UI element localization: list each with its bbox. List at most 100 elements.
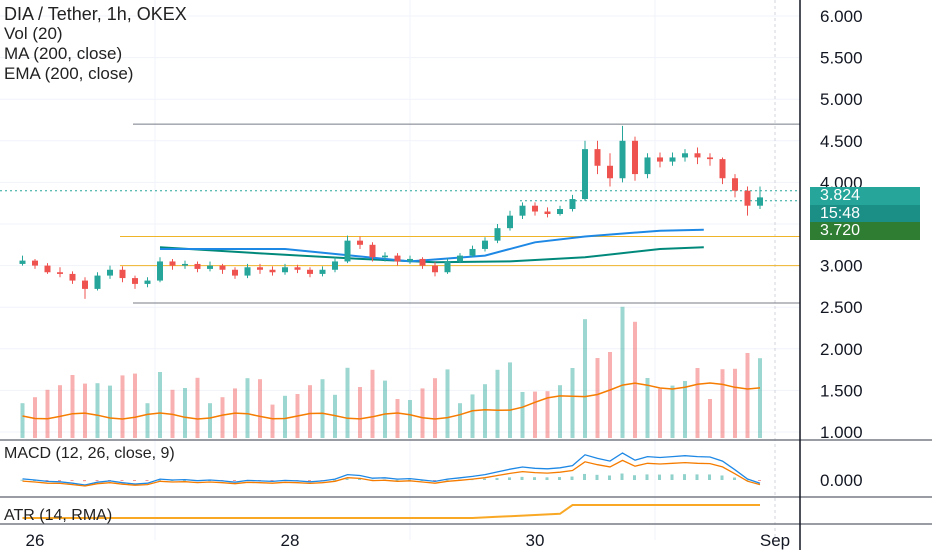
candle-body xyxy=(269,269,276,273)
candle-body xyxy=(732,178,738,191)
candle xyxy=(544,207,551,218)
candle-body xyxy=(207,265,213,269)
time-tick-label: 26 xyxy=(26,531,45,550)
candle xyxy=(344,235,351,264)
volume-bar xyxy=(45,389,50,438)
ema-indicator-label[interactable]: EMA (200, close) xyxy=(4,64,134,83)
candle xyxy=(182,260,188,269)
volume-bar xyxy=(695,368,700,438)
candle-body xyxy=(132,278,138,284)
macd-histogram-bar xyxy=(758,480,761,481)
macd-histogram-bar xyxy=(720,475,724,480)
price-tick-label: 5.500 xyxy=(820,49,863,68)
candle xyxy=(19,255,26,266)
candle xyxy=(169,258,176,270)
candle-body xyxy=(232,269,238,276)
volume-bar xyxy=(558,385,562,438)
candle-body xyxy=(82,280,88,289)
candle-body xyxy=(632,140,638,175)
macd-histogram-bar xyxy=(520,476,524,480)
candle-body xyxy=(757,197,763,206)
candle-body xyxy=(182,263,188,266)
volume-bar xyxy=(195,377,200,438)
volume-bar xyxy=(133,373,137,438)
candle-body xyxy=(394,255,401,262)
volume-bar xyxy=(58,385,62,438)
macd-label[interactable]: MACD (12, 26, close, 9) xyxy=(4,445,175,462)
candle xyxy=(519,202,526,220)
candle xyxy=(82,277,88,299)
macd-pane: 0.000 xyxy=(20,452,863,490)
macd-line xyxy=(22,452,761,486)
macd-histogram-bar xyxy=(95,480,99,481)
macd-histogram-bar xyxy=(558,477,561,480)
macd-histogram-bar xyxy=(533,477,536,480)
atr-label[interactable]: ATR (14, RMA) xyxy=(4,507,113,524)
price-tick-label: 1.500 xyxy=(820,381,863,400)
candle xyxy=(207,261,213,272)
candle-body xyxy=(494,228,501,241)
macd-histogram-bar xyxy=(358,478,361,480)
candle xyxy=(157,257,163,283)
volume-bar xyxy=(533,391,537,438)
macd-histogram-bar xyxy=(683,474,686,480)
candle-body xyxy=(607,165,613,179)
candlesticks xyxy=(19,125,763,299)
candle-body xyxy=(707,157,713,160)
candle xyxy=(394,253,401,266)
candle-body xyxy=(719,159,726,179)
candle-body xyxy=(32,260,38,266)
price-tick-label: 3.000 xyxy=(820,257,863,276)
volume-bar xyxy=(758,358,762,438)
candle-body xyxy=(507,215,513,229)
macd-signal-line xyxy=(22,459,761,487)
volume-bar xyxy=(345,367,350,438)
candle-body xyxy=(332,261,338,270)
time-tick-label: 28 xyxy=(281,531,300,550)
candle xyxy=(107,265,113,279)
atr-line xyxy=(22,504,760,519)
volume-bar xyxy=(283,395,287,438)
candle xyxy=(307,267,313,278)
candle-body xyxy=(294,267,301,270)
candle xyxy=(57,267,63,278)
candle xyxy=(319,266,326,277)
candle-body xyxy=(357,240,363,245)
volume-bar xyxy=(120,375,125,438)
candle xyxy=(694,147,701,165)
candle-body xyxy=(482,240,488,249)
ma-indicator-label[interactable]: MA (200, close) xyxy=(4,44,123,63)
macd-histogram-bar xyxy=(183,479,186,481)
candle-body xyxy=(682,153,688,158)
candle xyxy=(619,125,626,183)
candle xyxy=(94,272,101,291)
macd-histogram-bar xyxy=(595,474,599,480)
macd-histogram-bar xyxy=(658,474,661,480)
candle xyxy=(719,157,726,185)
candle-body xyxy=(157,261,163,281)
moving-averages xyxy=(159,228,704,264)
vol-indicator-label[interactable]: Vol (20) xyxy=(4,24,63,43)
candle-body xyxy=(582,149,588,200)
candle-body xyxy=(657,157,663,162)
price-tick-label: 4.500 xyxy=(820,132,863,151)
candle-body xyxy=(444,261,451,273)
candle-body xyxy=(619,140,626,179)
candle xyxy=(332,257,338,273)
volume-bar xyxy=(258,379,262,438)
volume-bar xyxy=(520,392,525,438)
volume-bar xyxy=(33,397,37,438)
chart-legend: DIA / Tether, 1h, OKEX Vol (20) MA (200,… xyxy=(4,4,187,84)
volume-bar xyxy=(470,394,475,438)
candle-body xyxy=(282,267,288,273)
symbol-title[interactable]: DIA / Tether, 1h, OKEX xyxy=(4,4,187,24)
candle-body xyxy=(382,255,388,258)
macd-histogram-bar xyxy=(233,480,236,481)
candle xyxy=(594,140,601,175)
candle-body xyxy=(544,211,551,215)
volume-bar xyxy=(308,385,312,438)
candle xyxy=(357,236,363,249)
candle xyxy=(382,252,388,262)
volume-bars xyxy=(20,306,762,438)
